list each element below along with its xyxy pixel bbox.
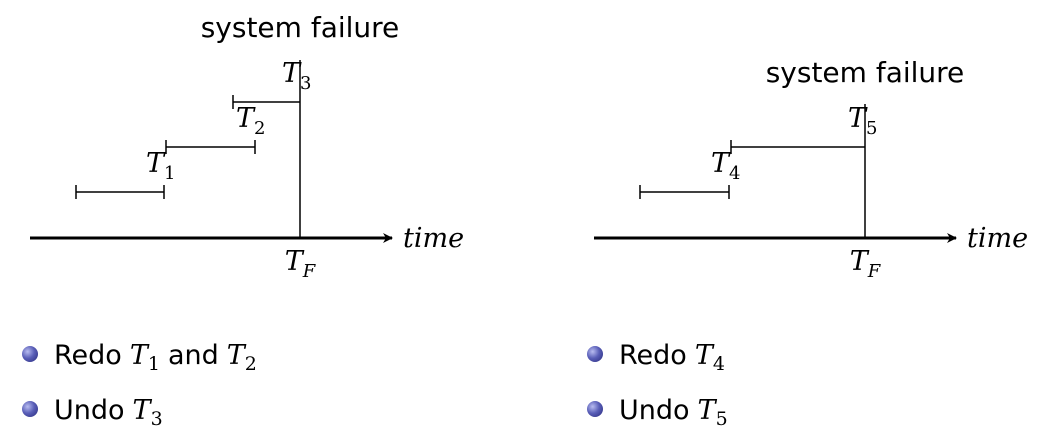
left-failure-label: system failure [201, 11, 400, 44]
right-transaction-5-label: T5 [848, 103, 877, 139]
right-failure-label: system failure [766, 56, 965, 89]
left-transaction-3-label: T3 [282, 58, 311, 94]
right-axis-label: time [967, 223, 1028, 254]
left-bullet-redo-t2-main: T [226, 340, 245, 371]
left-tf-label: TF [285, 246, 317, 282]
right-tf-label: TF [850, 246, 882, 282]
right-transaction-4-label: T4 [711, 148, 740, 184]
bullet-ball-icon [22, 346, 38, 362]
right-bullet-undo-verb: Undo [619, 395, 690, 426]
left-transaction-2-interval [165, 140, 256, 154]
left-transaction-1-interval [75, 185, 165, 199]
left-transaction-3-interval [232, 95, 300, 109]
left-bullet-undo-t-sub: 3 [150, 408, 163, 430]
left-transaction-2-label: T2 [236, 103, 265, 139]
bullet-ball-icon [587, 401, 603, 417]
bullet-ball-icon [587, 346, 603, 362]
left-bullet-redo-verb: Redo [54, 340, 122, 371]
left-bullet-redo-t1-sub: 1 [147, 353, 160, 375]
right-bullet-undo-t-sub: 5 [715, 408, 728, 430]
left-axis-label: time [403, 223, 464, 254]
right-bullet-redo-t-main: T [694, 340, 713, 371]
left-bullet-undo-verb: Undo [54, 395, 125, 426]
right-bullet-redo-t-sub: 4 [712, 353, 725, 375]
left-timeline-panel: system failure time TF T1 T2 [30, 11, 464, 282]
left-transaction-1-label: T1 [146, 148, 175, 184]
right-bullet-redo-verb: Redo [619, 340, 687, 371]
bullet-ball-icon [22, 401, 38, 417]
left-bullet-redo-t1-main: T [129, 340, 148, 371]
right-transaction-5-interval [730, 140, 865, 154]
left-bullet-undo-t-main: T [132, 395, 151, 426]
right-timeline-panel: system failure time TF T4 T5 [594, 56, 1028, 282]
right-transaction-4-interval [639, 185, 730, 199]
left-bullet-redo-t2-sub: 2 [244, 353, 257, 375]
right-bullet-undo-t-main: T [697, 395, 716, 426]
left-bullet-redo-conj: and [167, 340, 219, 371]
